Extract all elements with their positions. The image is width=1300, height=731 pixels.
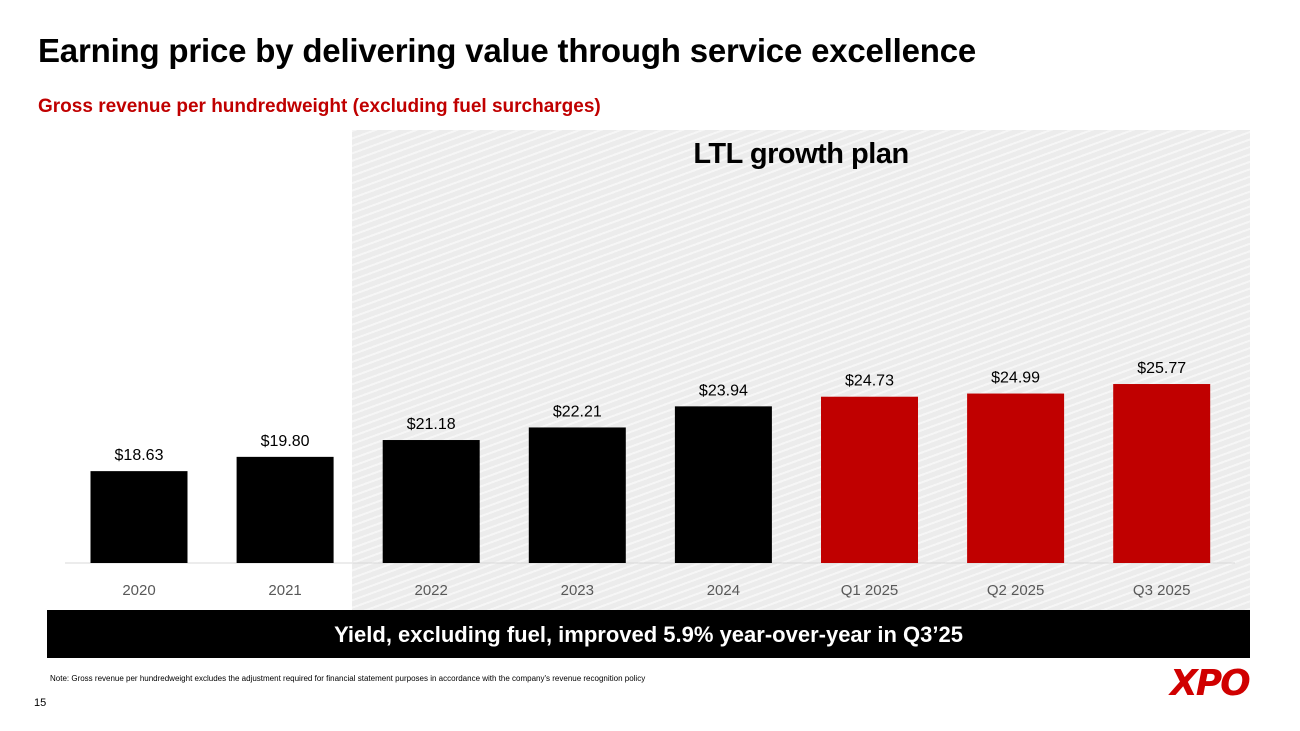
x-tick-label: 2021 [268,582,301,599]
page-subtitle: Gross revenue per hundredweight (excludi… [38,96,601,117]
x-tick-label: Q2 2025 [987,582,1045,599]
x-tick-label: Q1 2025 [841,582,899,599]
x-tick-label: 2022 [415,582,448,599]
data-label: $24.99 [991,370,1040,387]
data-label: $22.21 [553,403,602,420]
page-number: 15 [34,697,47,709]
xpo-logo: XPO [1170,663,1251,704]
x-tick-label: 2020 [122,582,155,599]
footnote: Note: Gross revenue per hundredweight ex… [50,674,646,683]
bar-q2-2025 [967,393,1065,563]
bar-q1-2025 [821,396,918,563]
data-label: $21.18 [407,416,456,433]
bar-2022 [382,440,480,563]
x-tick-label: 2024 [707,582,740,599]
bar-2020 [90,471,188,563]
data-label: $24.73 [845,373,894,390]
data-label: $25.77 [1137,360,1186,377]
data-label: $19.80 [261,433,310,450]
data-label: $18.63 [115,447,164,464]
bar-q3-2025 [1113,384,1211,563]
bar-2024 [674,406,772,563]
data-label: $23.94 [699,382,748,399]
chart-title: LTL growth plan [693,138,909,170]
ltl-growth-plan-panel: LTL growth plan [352,130,1250,610]
x-tick-label: 2023 [561,582,594,599]
bar-2023 [528,427,626,563]
bar-2021 [236,456,334,563]
x-tick-label: Q3 2025 [1133,582,1191,599]
page-title: Earning price by delivering value throug… [38,32,977,69]
yield-banner: Yield, excluding fuel, improved 5.9% yea… [47,610,1250,658]
